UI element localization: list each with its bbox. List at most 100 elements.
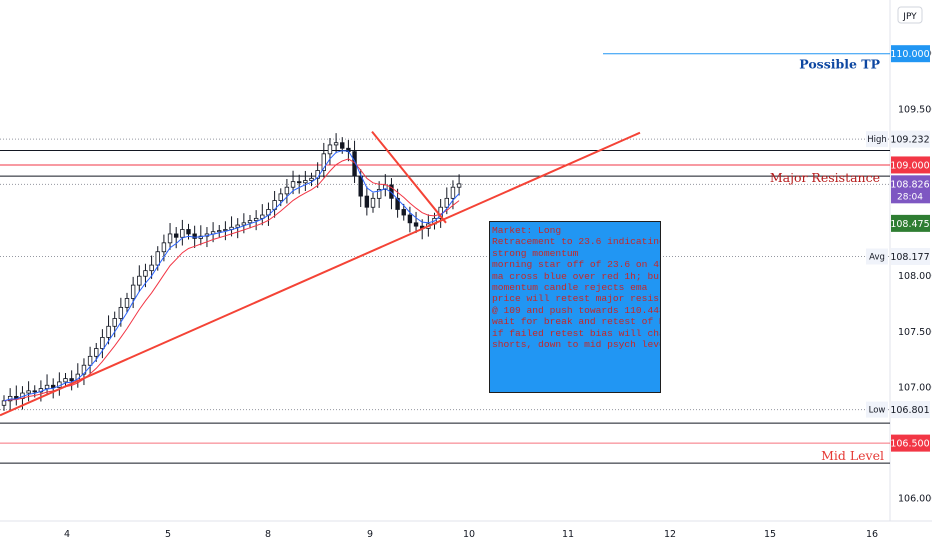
badge-tag-bg [866,401,888,418]
note-line: wait for break and retest of MR [492,316,661,328]
candle-up [161,242,167,253]
ema-red-line [3,158,460,402]
candle-up [100,337,105,349]
price-badge-bg [891,248,930,266]
badge-tag-label: Avg [869,253,885,263]
candle-up [260,214,265,219]
candle-up [87,355,93,366]
price-badge-bg [891,214,930,232]
price-badge-bg [891,45,930,63]
price-badge-bg [891,175,930,204]
currency-label: JPY [902,12,917,22]
candle-up [167,233,173,244]
candle-up [327,144,333,155]
note-line: morning star off of 23.6 on 4h [492,259,661,271]
possible-tp-label: Possible TP [799,57,880,72]
candle-up [444,197,449,208]
candle-up [321,153,326,171]
candle-up [376,189,382,199]
price-badge-bg [891,130,930,148]
note-line: momentum candle rejects ema [492,282,648,294]
major-resistance-label: Major Resistance [770,170,880,185]
candle-down [51,384,56,388]
x-tick-label: 12 [664,529,676,540]
y-tick-label: 107.000 [898,382,932,393]
trade-notes-box: Market: Long Retracement to 23.6 indicati… [489,221,661,393]
candle-down [192,233,197,239]
note-line: @ 109 and push towards 110.448 [492,304,661,316]
candle-up [155,251,160,266]
candle-up [309,177,314,181]
candle-down [401,209,406,216]
candle-up [217,230,222,233]
candle-up [1,400,7,406]
x-tick-label: 11 [562,529,574,540]
down-trend-line [371,130,447,224]
candle-up [235,224,240,228]
badge-tag-bg [866,131,888,148]
candle-up [149,264,154,272]
candle-down [358,175,363,197]
candle-up [241,222,247,226]
x-tick-label: 15 [764,529,776,540]
price-badge-value: 109.000 [890,160,929,171]
mid-level-label: Mid Level [821,448,884,463]
candle-down [69,378,74,382]
candle-up [290,181,296,188]
note-line: if failed retest bias will change to [492,327,660,339]
ema-blue-line [3,150,460,402]
candle-down [395,197,400,210]
candle-up [284,186,290,195]
note-line: price will retest major resistance [492,293,660,305]
candle-up [112,318,117,327]
candle-up [303,180,308,184]
price-badge-value: 106.500 [890,439,929,450]
candle-up [26,390,31,394]
candle-up [180,229,185,238]
candle-up [247,220,253,224]
candle-up [143,270,148,277]
candle-up [137,275,142,286]
x-tick-label: 8 [265,529,271,540]
badge-tag-bg [866,248,888,265]
candle-up [383,184,388,190]
candle-down [413,222,419,227]
note-line: strong momentum [492,247,579,259]
candle-up [333,142,339,146]
y-tick-label: 106.000 [898,494,932,505]
candle-up [370,197,376,208]
candle-down [407,214,413,224]
price-badge-value: 109.232 [890,135,929,146]
price-badge-countdown: 28:04 [897,192,923,202]
candle-down [32,390,37,393]
candle-up [63,378,68,383]
currency-box [897,6,923,24]
candle-down [173,233,179,238]
price-badge-value: 110.000 [890,49,929,60]
candle-up [124,298,130,308]
candle-down [340,142,345,149]
candle-up [223,229,228,231]
x-tick-label: 9 [367,529,373,540]
candle-up [253,217,259,221]
y-tick-label: 107.500 [898,327,932,338]
x-tick-label: 5 [165,529,171,540]
price-badge-value: 106.801 [890,405,929,416]
y-tick-label: 109.500 [898,104,932,115]
note-line: Retracement to 23.6 indicating [492,236,661,248]
note-line: ma cross blue over red 1h; bullish [492,270,660,282]
x-tick-label: 16 [866,529,878,540]
note-line: Market: Long [492,225,562,236]
candle-up [450,186,456,199]
price-badge-bg [891,156,930,174]
candle-up [118,306,124,319]
x-tick-label: 4 [64,529,70,540]
candle-up [106,325,111,338]
candle-down [364,195,370,208]
y-tick-label: 108.000 [898,271,932,282]
x-tick-label: 10 [463,529,475,540]
candle-up [456,183,462,188]
candle-up [44,384,50,389]
